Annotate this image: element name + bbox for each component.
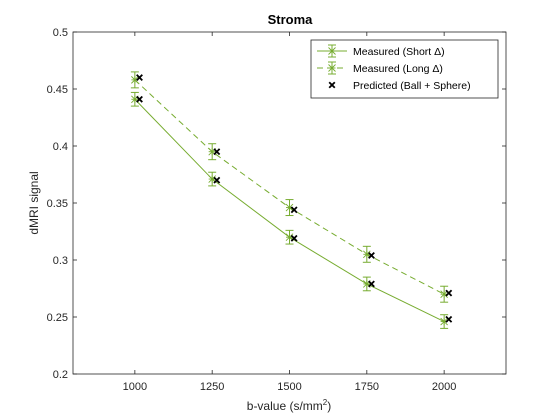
x-tick-label: 2000 (432, 381, 456, 393)
predicted-point (136, 95, 143, 103)
y-tick-label: 0.35 (47, 198, 68, 210)
predicted-point (368, 280, 375, 288)
x-axis-label-main: b-value (s/mm (247, 399, 323, 413)
legend-label: Measured (Long Δ) (353, 63, 443, 75)
y-tick-label: 0.45 (47, 84, 68, 96)
marker-stroke (445, 289, 453, 297)
marker-stroke (131, 76, 139, 84)
x-tick-label: 1500 (277, 381, 301, 393)
y-tick-label: 0.25 (47, 312, 68, 324)
marker-stroke (285, 203, 294, 212)
x-axis-label-close: ) (327, 399, 331, 413)
marker-stroke (136, 74, 143, 82)
y-axis-label: dMRI signal (27, 171, 41, 234)
marker-stroke (213, 148, 221, 156)
legend: Measured (Short Δ) Measured (Long Δ) Predi… (310, 39, 499, 99)
predicted-point (445, 315, 453, 323)
x-axis-label-superscript: 2 (323, 398, 328, 407)
ticks: 1000 1250 1500 1750 2000 0.2 0.25 0.3 0.35 0.4 0.4… (47, 27, 506, 393)
legend-entry-0: Measured (Short Δ) (317, 44, 445, 58)
marker-stroke (363, 250, 371, 259)
legend-marker (328, 81, 336, 89)
legend-entry-1: Measured (Long Δ) (317, 61, 443, 75)
y-tick-label: 0.5 (53, 27, 68, 39)
series-2 (136, 74, 453, 323)
predicted-point (290, 206, 298, 214)
marker-stroke (328, 81, 336, 89)
marker-stroke (328, 64, 336, 72)
x-tick-label: 1750 (355, 381, 379, 393)
predicted-point (213, 176, 221, 184)
marker-stroke (290, 206, 298, 214)
marker-stroke (285, 233, 294, 242)
marker-stroke (208, 175, 216, 183)
y-tick-label: 0.2 (53, 369, 68, 381)
marker-stroke (328, 47, 336, 55)
marker-stroke (290, 234, 298, 242)
y-tick-label: 0.3 (53, 255, 68, 267)
legend-label: Measured (Short Δ) (353, 46, 445, 58)
marker-stroke (368, 252, 375, 259)
series-layer (130, 71, 453, 329)
predicted-point (213, 148, 221, 156)
legend-marker (328, 47, 336, 55)
predicted-point (368, 252, 375, 259)
legend-entry-2: Predicted (Ball + Sphere) (328, 80, 471, 92)
x-tick-label: 1250 (200, 381, 224, 393)
predicted-point (445, 289, 453, 297)
legend-marker (328, 64, 336, 72)
predicted-point (136, 74, 143, 82)
y-tick-label: 0.4 (53, 141, 68, 153)
x-axis-label: b-value (s/mm2) (247, 398, 331, 413)
predicted-point (290, 234, 298, 242)
chart-title: Stroma (268, 12, 314, 27)
x-tick-label: 1000 (123, 381, 147, 393)
marker-stroke (445, 315, 453, 323)
legend-box (310, 39, 499, 99)
legend-label: Predicted (Ball + Sphere) (353, 80, 471, 92)
marker-stroke (136, 95, 143, 103)
marker-stroke (213, 176, 221, 184)
marker-stroke (368, 280, 375, 288)
marker-stroke (440, 317, 448, 326)
